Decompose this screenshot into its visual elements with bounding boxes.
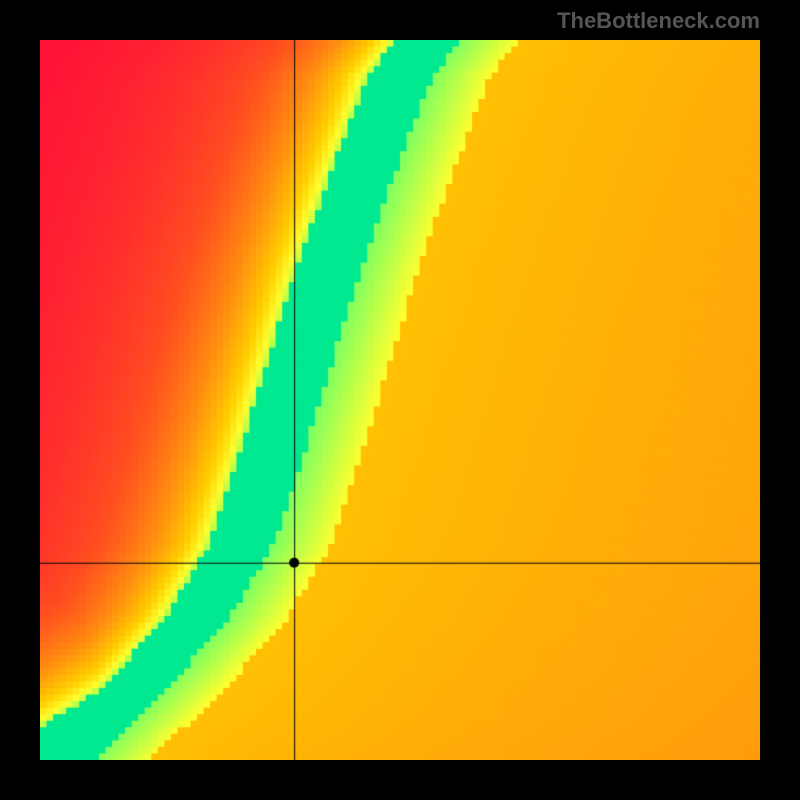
bottleneck-heatmap	[40, 40, 760, 760]
watermark-text: TheBottleneck.com	[557, 8, 760, 34]
chart-container: TheBottleneck.com	[0, 0, 800, 800]
